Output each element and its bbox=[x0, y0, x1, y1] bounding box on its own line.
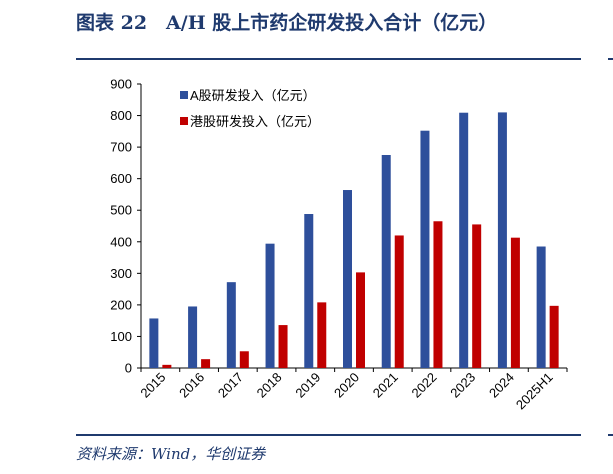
legend-swatch bbox=[180, 117, 188, 125]
x-tick-label: 2021 bbox=[370, 370, 401, 401]
bar-h-share bbox=[278, 325, 288, 368]
figure-title: 图表 22 A/H 股上市药企研发投入合计（亿元） bbox=[76, 12, 498, 34]
bar-a-share bbox=[304, 214, 314, 368]
bar-h-share bbox=[317, 302, 327, 368]
edge-mark bbox=[608, 434, 613, 436]
legend: A股研发投入（亿元） 港股研发投入（亿元） bbox=[180, 88, 320, 129]
y-tick-label: 0 bbox=[125, 361, 132, 376]
bar-h-share bbox=[239, 351, 249, 368]
bar-a-share bbox=[381, 155, 391, 368]
bar-a-share bbox=[420, 130, 430, 368]
y-tick-label: 300 bbox=[110, 266, 132, 281]
y-tick-label: 500 bbox=[110, 203, 132, 218]
y-tick-label: 400 bbox=[110, 234, 132, 249]
bar-layer bbox=[149, 112, 559, 369]
bar-h-share bbox=[394, 235, 404, 368]
x-tick-label: 2025H1 bbox=[513, 370, 556, 413]
bar-a-share bbox=[536, 246, 546, 368]
x-tick-label: 2020 bbox=[331, 370, 362, 401]
legend-label: A股研发投入（亿元） bbox=[190, 88, 316, 103]
x-tick-label: 2019 bbox=[292, 370, 323, 401]
y-tick-label: 800 bbox=[110, 108, 132, 123]
x-tick-label: 2024 bbox=[486, 370, 517, 401]
x-tick-label: 2023 bbox=[447, 370, 478, 401]
bar-a-share bbox=[226, 282, 236, 368]
bar-h-share bbox=[201, 359, 211, 368]
edge-mark bbox=[608, 58, 613, 60]
x-tick-label: 2022 bbox=[409, 370, 440, 401]
bar-h-share bbox=[472, 224, 482, 368]
y-tick-label: 200 bbox=[110, 297, 132, 312]
bar-h-share bbox=[356, 272, 365, 368]
x-tick-label: 2016 bbox=[176, 370, 207, 401]
bar-h-share bbox=[549, 305, 559, 368]
legend-swatch bbox=[180, 91, 188, 99]
bar-a-share bbox=[149, 318, 159, 368]
bar-a-share bbox=[497, 112, 507, 369]
x-tick-label: 2015 bbox=[137, 370, 168, 401]
y-tick-label: 900 bbox=[110, 77, 132, 92]
bar-a-share bbox=[265, 243, 275, 368]
x-tick-label: 2018 bbox=[254, 370, 285, 401]
y-tick-label: 700 bbox=[110, 140, 132, 155]
y-tick-label: 600 bbox=[110, 171, 132, 186]
bar-a-share bbox=[343, 190, 352, 368]
legend-label: 港股研发投入（亿元） bbox=[190, 114, 320, 129]
source-note: 资料来源：Wind，华创证券 bbox=[76, 445, 266, 463]
bar-h-share bbox=[433, 221, 443, 368]
x-tick-label: 2017 bbox=[215, 370, 246, 401]
y-tick-label: 100 bbox=[110, 329, 132, 344]
bar-h-share bbox=[162, 364, 172, 368]
bottom-rule bbox=[76, 434, 581, 436]
bar-a-share bbox=[188, 306, 198, 368]
top-rule bbox=[76, 58, 581, 60]
bar-h-share bbox=[510, 237, 520, 368]
bar-a-share bbox=[459, 112, 469, 369]
